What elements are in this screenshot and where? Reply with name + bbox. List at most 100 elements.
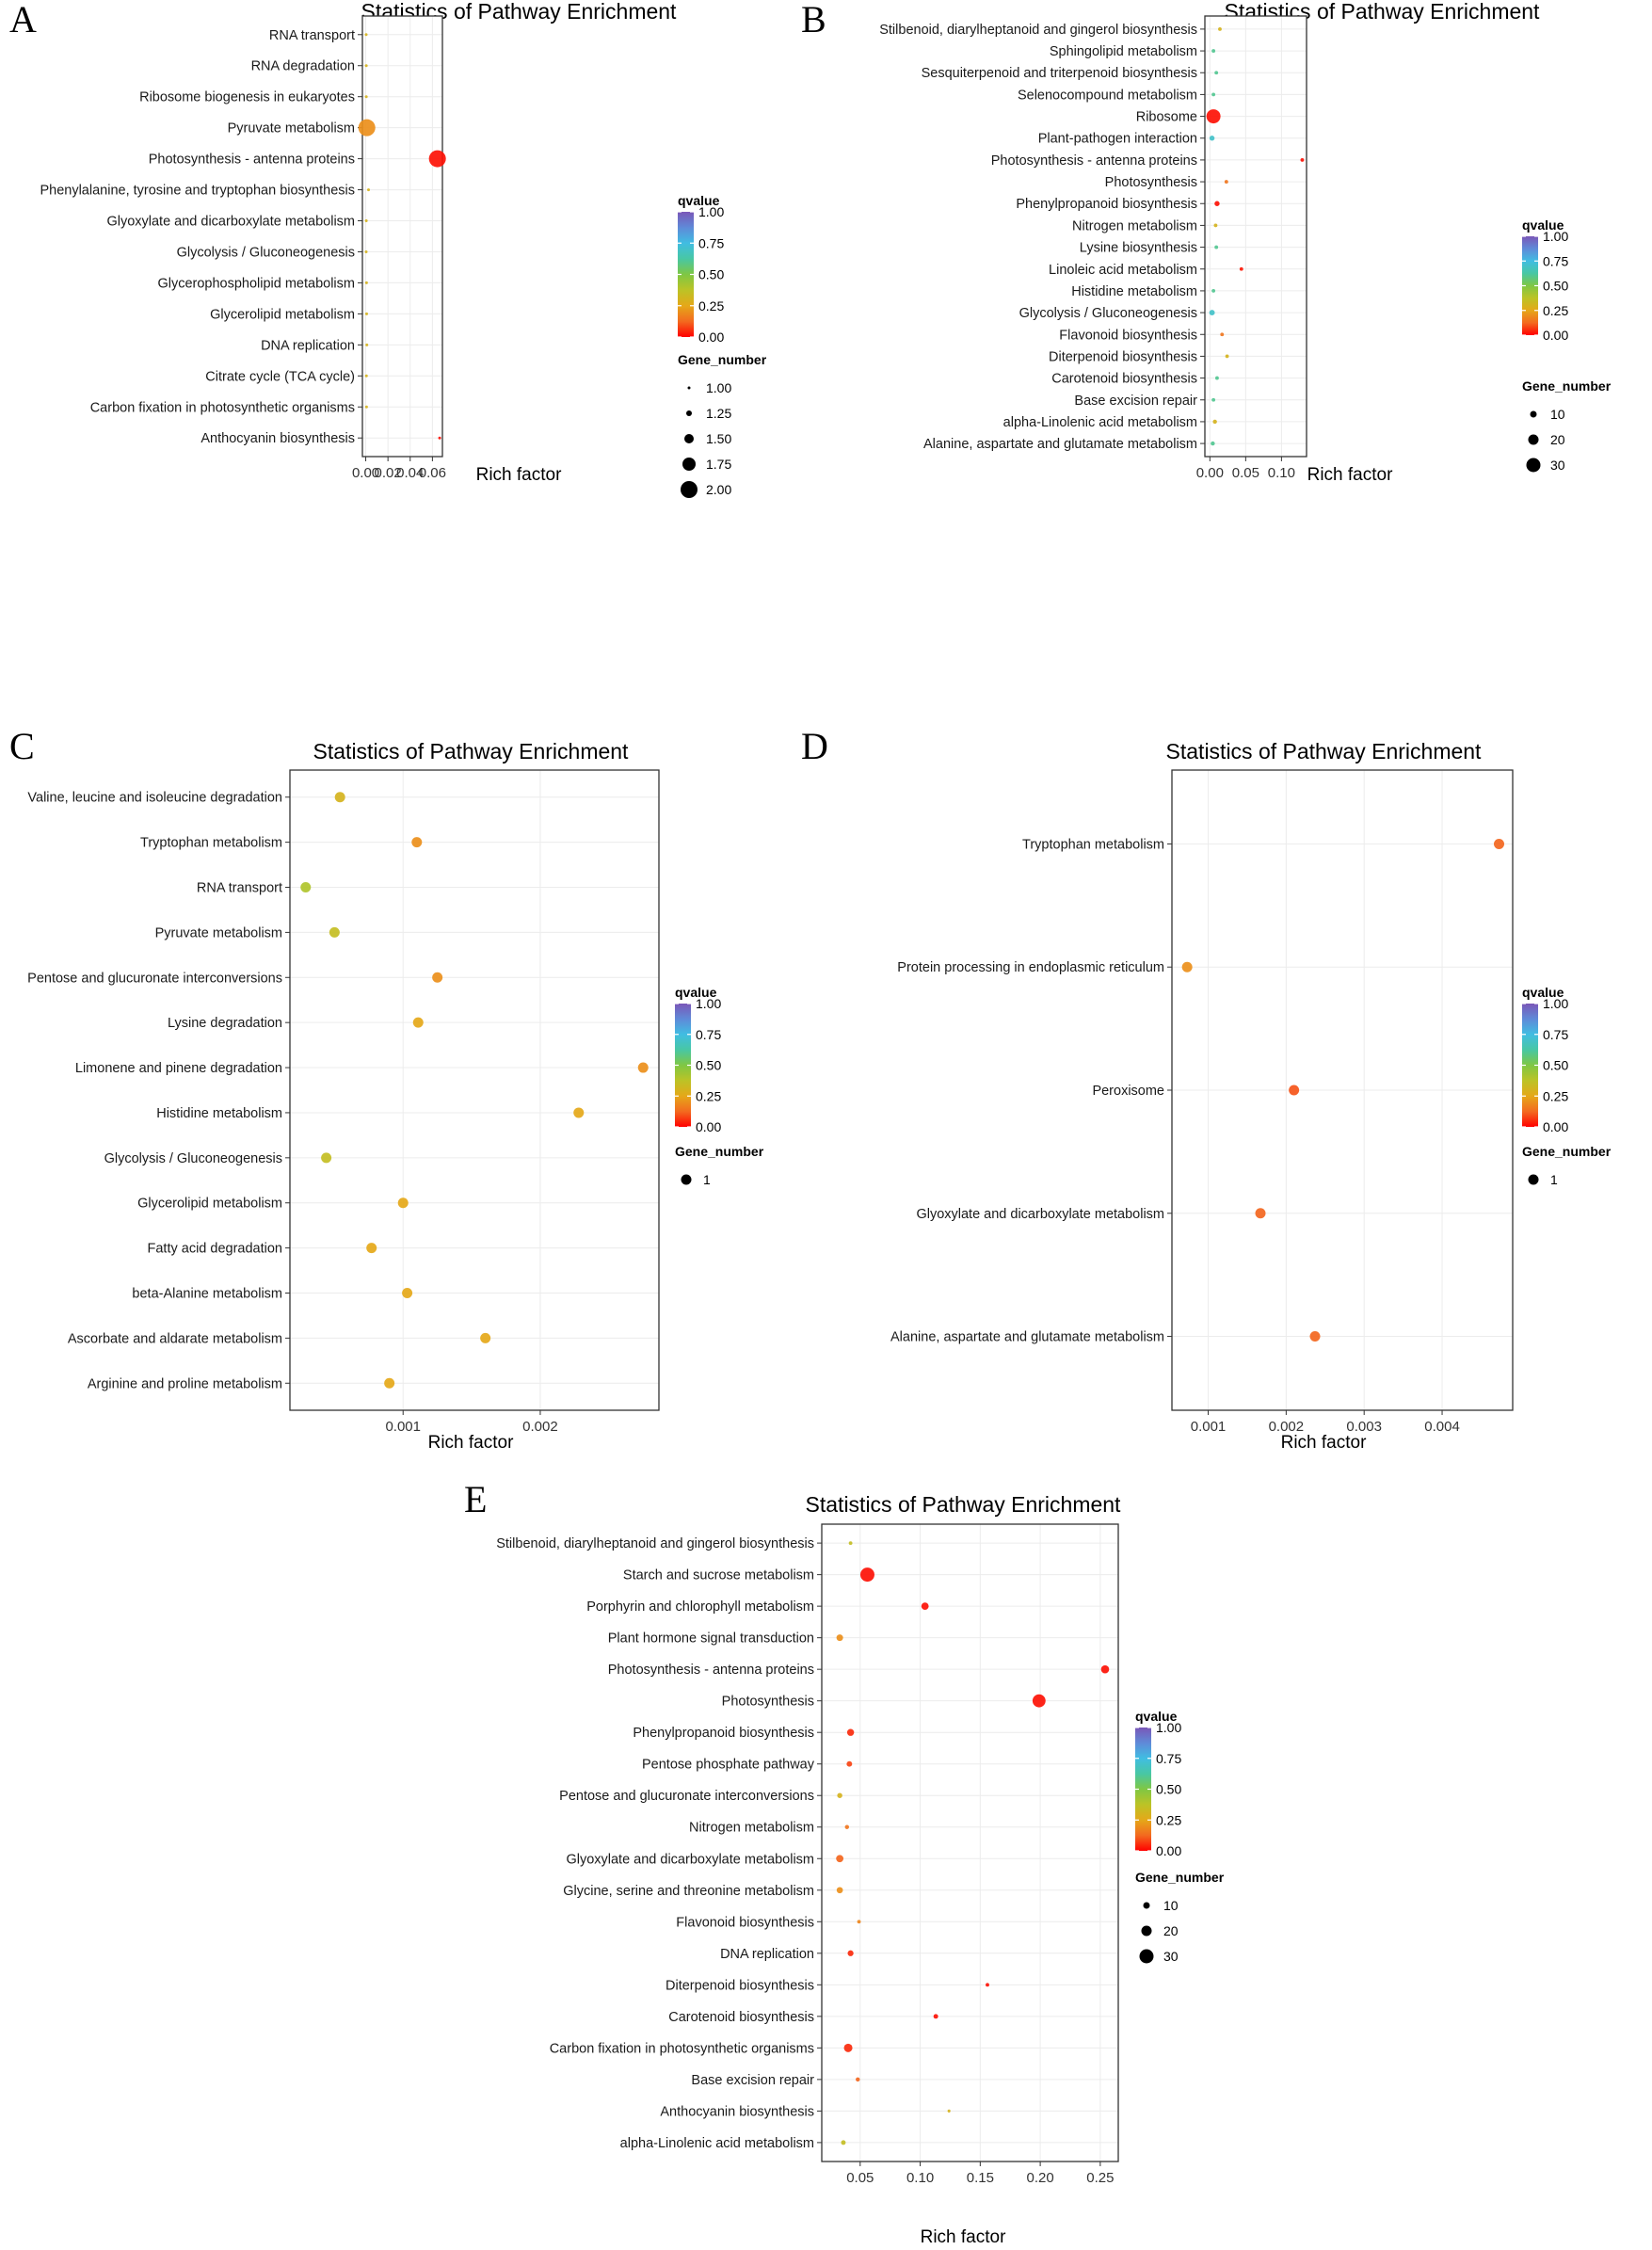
point-plant-pathogen-interaction bbox=[1209, 136, 1215, 141]
gene-number-legend-dot bbox=[1526, 458, 1541, 473]
point-citrate-cycle-tca-cycle bbox=[364, 374, 368, 378]
panel-letter: E bbox=[464, 1478, 487, 1520]
y-tick-label-stilbenoid-diarylheptanoid-and-gingerol-biosynthesis: Stilbenoid, diarylheptanoid and gingerol… bbox=[879, 23, 1197, 38]
point-rna-transport bbox=[364, 33, 368, 37]
gene-number-legend-label: 20 bbox=[1163, 1923, 1179, 1938]
point-base-excision-repair bbox=[856, 2077, 860, 2082]
colorbar-tick-label: 0.00 bbox=[1543, 328, 1568, 343]
colorbar-tick-label: 0.75 bbox=[696, 1027, 721, 1042]
gene-number-legend-dot bbox=[1528, 434, 1539, 445]
y-tick-label-tryptophan-metabolism: Tryptophan metabolism bbox=[1022, 837, 1164, 852]
y-tick-label-dna-replication: DNA replication bbox=[720, 1947, 814, 1962]
point-pentose-and-glucuronate-interconversions bbox=[837, 1792, 842, 1798]
y-tick-label-peroxisome: Peroxisome bbox=[1092, 1084, 1164, 1099]
y-tick-label-pyruvate-metabolism: Pyruvate metabolism bbox=[155, 925, 282, 940]
gene-number-legend-dot bbox=[687, 386, 691, 390]
gene-number-legend-dot bbox=[681, 1174, 692, 1185]
plot-border bbox=[289, 769, 660, 1411]
point-anthocyanin-biosynthesis bbox=[947, 2109, 951, 2113]
chart-title: Statistics of Pathway Enrichment bbox=[313, 739, 630, 763]
point-beta-alanine-metabolism bbox=[402, 1287, 413, 1298]
panel-c: C Statistics of Pathway Enrichment Valine,… bbox=[9, 725, 764, 1453]
y-tick-label-selenocompound-metabolism: Selenocompound metabolism bbox=[1018, 88, 1197, 103]
point-alanine-aspartate-and-glutamate-metabolism bbox=[1309, 1331, 1321, 1342]
point-pentose-phosphate-pathway bbox=[846, 1760, 853, 1767]
colorbar-tick-label: 0.25 bbox=[696, 1088, 721, 1103]
y-tick-label-citrate-cycle-tca-cycle: Citrate cycle (TCA cycle) bbox=[205, 369, 355, 384]
panel-d: D Statistics of Pathway Enrichment Tryptop… bbox=[801, 725, 1612, 1453]
chart-title: Statistics of Pathway Enrichment bbox=[806, 1492, 1122, 1517]
plot-border bbox=[1204, 15, 1307, 458]
qvalue-legend-title: qvalue bbox=[675, 985, 717, 1000]
point-fatty-acid-degradation bbox=[366, 1243, 377, 1254]
y-tick-label-photosynthesis: Photosynthesis bbox=[722, 1695, 814, 1710]
y-tick-label-glycerophospholipid-metabolism: Glycerophospholipid metabolism bbox=[157, 276, 355, 291]
y-tick-label-carotenoid-biosynthesis: Carotenoid biosynthesis bbox=[1051, 372, 1197, 387]
gene-number-legend-label: 30 bbox=[1163, 1949, 1179, 1964]
x-tick-label: 0.10 bbox=[906, 2170, 934, 2186]
qvalue-colorbar bbox=[1135, 1728, 1151, 1851]
y-tick-label-sphingolipid-metabolism: Sphingolipid metabolism bbox=[1050, 44, 1197, 59]
point-rna-degradation bbox=[364, 64, 368, 68]
y-tick-label-starch-and-sucrose-metabolism: Starch and sucrose metabolism bbox=[623, 1568, 814, 1583]
gene-number-legend-title: Gene_number bbox=[1522, 1144, 1612, 1159]
y-tick-label-rna-transport: RNA transport bbox=[197, 881, 282, 896]
point-carbon-fixation-in-photosynthetic-organisms bbox=[843, 2043, 853, 2052]
y-tick-label-glyoxylate-and-dicarboxylate-metabolism: Glyoxylate and dicarboxylate metabolism bbox=[106, 215, 355, 230]
gene-number-legend-title: Gene_number bbox=[1522, 378, 1612, 394]
point-glycerolipid-metabolism bbox=[364, 312, 368, 315]
y-tick-label-valine-leucine-and-isoleucine-degradation: Valine, leucine and isoleucine degradati… bbox=[27, 791, 282, 806]
plot-area bbox=[822, 1524, 1118, 2162]
point-photosynthesis-antenna-proteins bbox=[428, 150, 446, 168]
colorbar-tick-label: 0.50 bbox=[1156, 1782, 1181, 1797]
y-tick-label-nitrogen-metabolism: Nitrogen metabolism bbox=[689, 1821, 814, 1836]
point-photosynthesis-antenna-proteins bbox=[1300, 157, 1305, 162]
y-tick-label-lysine-biosynthesis: Lysine biosynthesis bbox=[1080, 241, 1197, 256]
y-tick-label-rna-degradation: RNA degradation bbox=[251, 59, 355, 74]
point-diterpenoid-biosynthesis bbox=[1225, 354, 1229, 359]
y-tick-label-plant-hormone-signal-transduction: Plant hormone signal transduction bbox=[608, 1631, 814, 1647]
point-peroxisome bbox=[1289, 1085, 1300, 1096]
gene-number-legend-dot bbox=[681, 481, 698, 498]
colorbar-tick-label: 1.00 bbox=[1543, 996, 1568, 1011]
chart-title: Statistics of Pathway Enrichment bbox=[1166, 739, 1483, 763]
colorbar-tick-label: 0.25 bbox=[698, 298, 724, 313]
y-tick-label-carbon-fixation-in-photosynthetic-organisms: Carbon fixation in photosynthetic organi… bbox=[90, 400, 355, 415]
point-protein-processing-in-endoplasmic-reticulum bbox=[1181, 961, 1193, 972]
x-tick-label: 0.04 bbox=[396, 465, 424, 481]
qvalue-legend-title: qvalue bbox=[678, 193, 720, 208]
point-diterpenoid-biosynthesis bbox=[986, 1983, 989, 1987]
colorbar-tick-label: 0.75 bbox=[1156, 1751, 1181, 1766]
y-tick-label-carotenoid-biosynthesis: Carotenoid biosynthesis bbox=[668, 2010, 814, 2025]
x-tick-label: 0.001 bbox=[385, 1419, 421, 1435]
point-stilbenoid-diarylheptanoid-and-gingerol-biosynthesis bbox=[1218, 26, 1222, 31]
point-phenylpropanoid-biosynthesis bbox=[1214, 201, 1220, 206]
colorbar-tick-label: 1.00 bbox=[1156, 1720, 1181, 1735]
y-tick-label-carbon-fixation-in-photosynthetic-organisms: Carbon fixation in photosynthetic organi… bbox=[550, 2041, 814, 2056]
point-stilbenoid-diarylheptanoid-and-gingerol-biosynthesis bbox=[848, 1541, 853, 1546]
x-tick-label: 0.20 bbox=[1027, 2170, 1054, 2186]
point-phenylalanine-tyrosine-and-tryptophan-biosynthesis bbox=[366, 188, 370, 192]
colorbar-tick-label: 0.25 bbox=[1543, 1088, 1568, 1103]
point-glycerophospholipid-metabolism bbox=[364, 281, 368, 284]
point-histidine-metabolism bbox=[1211, 289, 1216, 293]
x-tick-label: 0.003 bbox=[1346, 1419, 1382, 1435]
point-tryptophan-metabolism bbox=[411, 837, 423, 848]
point-nitrogen-metabolism bbox=[844, 1824, 849, 1829]
y-tick-label-phenylalanine-tyrosine-and-tryptophan-biosynthesis: Phenylalanine, tyrosine and tryptophan b… bbox=[40, 184, 355, 199]
point-pentose-and-glucuronate-interconversions bbox=[432, 972, 443, 983]
x-axis-label: Rich factor bbox=[921, 2227, 1006, 2247]
gene-number-legend-dot bbox=[686, 410, 692, 416]
qvalue-colorbar bbox=[678, 212, 694, 337]
panel-letter: C bbox=[9, 725, 35, 767]
y-tick-label-diterpenoid-biosynthesis: Diterpenoid biosynthesis bbox=[666, 1978, 814, 1993]
y-tick-label-glycerolipid-metabolism: Glycerolipid metabolism bbox=[210, 307, 355, 322]
point-limonene-and-pinene-degradation bbox=[637, 1062, 649, 1073]
y-tick-label-phenylpropanoid-biosynthesis: Phenylpropanoid biosynthesis bbox=[633, 1726, 814, 1741]
point-plant-hormone-signal-transduction bbox=[836, 1634, 843, 1642]
y-tick-label-glycerolipid-metabolism: Glycerolipid metabolism bbox=[137, 1197, 282, 1212]
x-axis-label: Rich factor bbox=[428, 1433, 514, 1453]
y-tick-label-base-excision-repair: Base excision repair bbox=[691, 2073, 814, 2088]
gene-number-legend-dot bbox=[682, 458, 696, 471]
y-tick-label-phenylpropanoid-biosynthesis: Phenylpropanoid biosynthesis bbox=[1016, 197, 1197, 212]
